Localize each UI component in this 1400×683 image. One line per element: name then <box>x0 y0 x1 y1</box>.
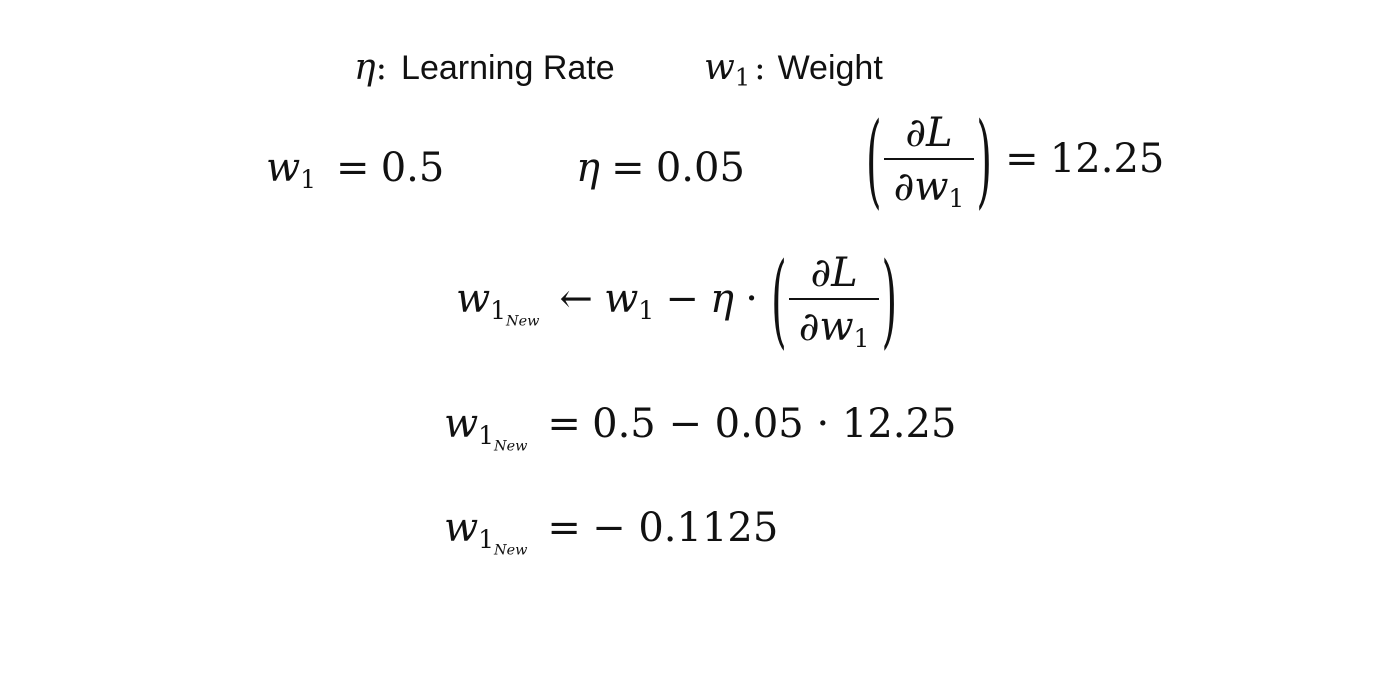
left-paren: ( <box>866 103 882 221</box>
eta-var: η <box>576 145 600 191</box>
gradient-value: 12.25 <box>1049 135 1165 182</box>
w-new-var: w <box>444 401 479 447</box>
right-paren: ) <box>976 103 992 221</box>
equals-sign: = <box>547 401 581 447</box>
minus-sign: − <box>665 275 699 322</box>
w-new-sub: 1New <box>478 524 527 558</box>
given-w1: w1 = 0.5 <box>266 148 444 193</box>
equals-sign: = <box>611 145 645 191</box>
given-gradient: ( ∂L ∂w1) = 12.25 <box>864 103 1165 221</box>
right-paren: ) <box>881 243 898 361</box>
w-new-subsub: New <box>494 438 528 455</box>
w-new-subsub: New <box>506 313 540 330</box>
eta-symbol: η <box>354 47 376 88</box>
w-sub: 1 <box>853 323 870 353</box>
w1-var: w <box>266 145 301 191</box>
w1-sub: 1 <box>300 164 317 194</box>
weight-label: Weight <box>777 49 883 87</box>
fraction-denominator: ∂w1 <box>789 306 880 352</box>
equals-sign: = <box>336 145 370 191</box>
left-paren: ( <box>771 243 787 361</box>
w-var: w <box>914 164 949 210</box>
gradient-fraction: ∂L ∂w1 <box>883 110 975 212</box>
w-new-sub-index: 1 <box>478 524 495 554</box>
gradient-fraction: ∂L ∂w1 <box>788 250 880 352</box>
w-new-sub-index: 1 <box>490 295 507 325</box>
w-var: w <box>604 275 639 322</box>
w1-value: 0.5 <box>380 145 445 191</box>
update-rule: w1New ← w1− η ·(∂L ∂w1) <box>456 243 899 361</box>
fraction-denominator: ∂w1 <box>884 166 975 212</box>
w-new-var: w <box>456 275 491 322</box>
w-var: w <box>819 304 854 350</box>
given-eta: η = 0.05 <box>576 148 745 188</box>
result-value: − 0.1125 <box>592 505 779 551</box>
eta-var: η <box>710 275 735 322</box>
w-subscript: 1 <box>734 63 751 92</box>
fraction-numerator: ∂L <box>810 250 858 296</box>
legend-weight: w1: Weight <box>704 50 883 90</box>
w-symbol: w <box>704 47 735 88</box>
fraction-bar <box>788 298 880 300</box>
result-line: w1New = − 0.1125 <box>444 508 778 558</box>
w-sub: 1 <box>948 183 965 213</box>
assign-arrow: ← <box>559 275 593 322</box>
dot-operator: · <box>745 275 758 322</box>
equals-sign: = <box>1005 135 1039 182</box>
substitution-rhs: 0.5 − 0.05 · 12.25 <box>592 401 957 447</box>
fraction-numerator: ∂L <box>905 110 953 156</box>
eta-value: 0.05 <box>655 145 745 191</box>
partial-symbol: ∂ <box>893 164 915 210</box>
legend-learning-rate: η: Learning Rate <box>354 50 615 86</box>
legend-colon: : <box>375 48 388 88</box>
legend-colon: : <box>754 48 766 88</box>
equals-sign: = <box>547 505 581 551</box>
learning-rate-label: Learning Rate <box>401 49 615 87</box>
w-new-sub: 1New <box>490 295 539 329</box>
fraction-bar <box>883 158 975 160</box>
partial-symbol: ∂ <box>798 304 820 350</box>
w-new-subsub: New <box>494 542 528 559</box>
w-new-sub: 1New <box>478 420 527 454</box>
w-new-sub-index: 1 <box>478 420 495 450</box>
substitution-line: w1New = 0.5 − 0.05 · 12.25 <box>444 404 956 454</box>
w-sub: 1 <box>638 295 655 325</box>
w-new-var: w <box>444 505 479 551</box>
